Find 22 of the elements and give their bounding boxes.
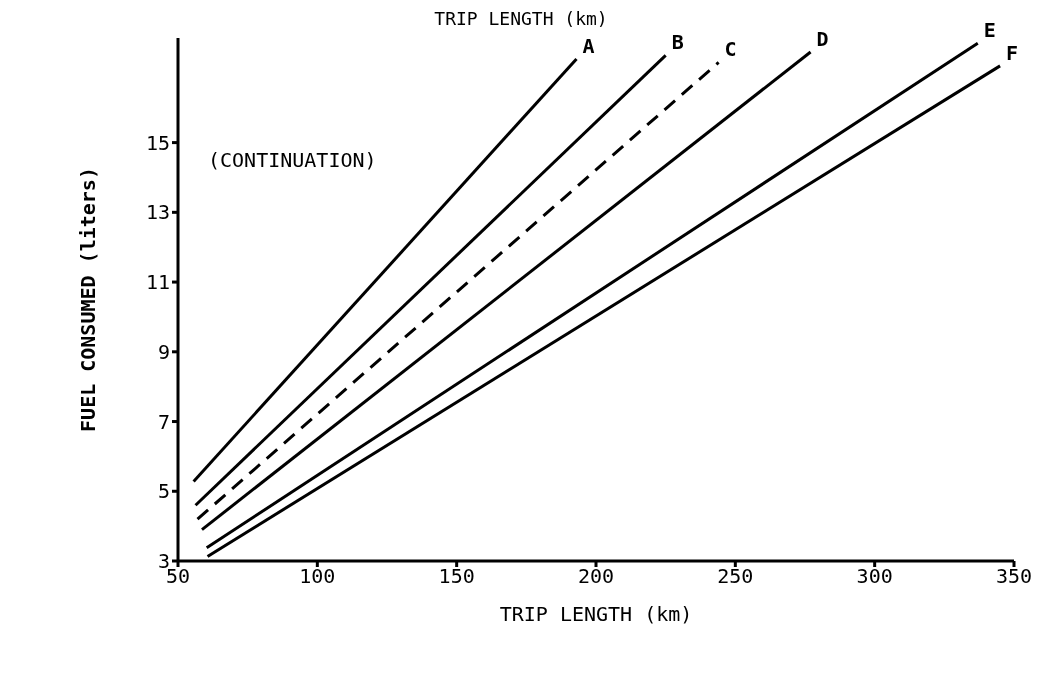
x-tick-label: 350 [995, 564, 1033, 589]
x-tick-label: 250 [717, 564, 754, 589]
y-tick-label: 5 [157, 479, 170, 504]
series-label: A [582, 33, 595, 58]
y-axis-title: FUEL CONSUMED (liters) [76, 167, 101, 432]
y-tick-label: 11 [145, 270, 170, 295]
y-tick-label: 9 [157, 339, 170, 364]
text: TRIP LENGTH (km) [434, 8, 608, 29]
series-label: E [983, 18, 996, 43]
x-tick-label: 150 [438, 564, 475, 589]
series-label: F [1006, 40, 1019, 65]
series-label: B [671, 30, 684, 55]
x-axis-title: TRIP LENGTH (km) [499, 602, 693, 626]
annotation: (CONTINUATION) [208, 148, 377, 172]
x-tick-label: 100 [299, 564, 336, 589]
y-tick-label: 15 [145, 130, 170, 155]
x-tick-label: 300 [856, 564, 893, 589]
y-tick-label: 7 [157, 409, 170, 434]
series-label: D [816, 26, 829, 51]
x-tick-label: 200 [577, 564, 615, 589]
y-tick-label: 13 [145, 200, 170, 225]
series-label: C [724, 37, 737, 62]
